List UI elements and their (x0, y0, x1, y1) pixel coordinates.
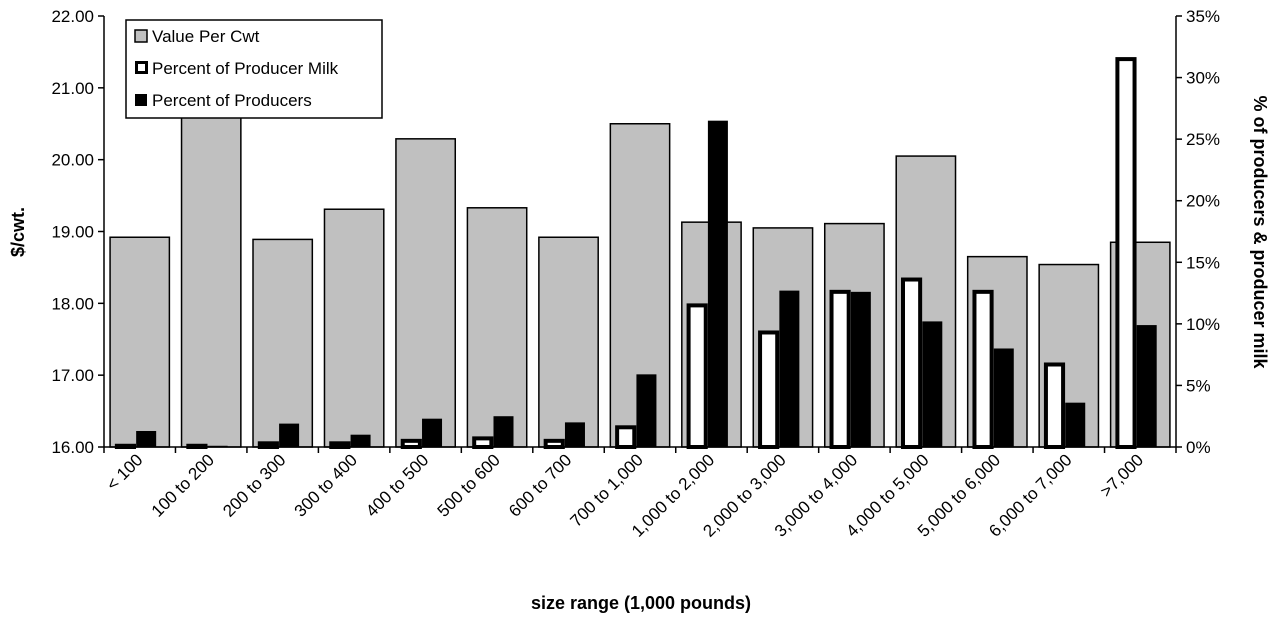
bar-percent-producers (422, 418, 443, 447)
bar-percent-producer-milk (1043, 362, 1066, 450)
y2-tick-label: 0% (1186, 438, 1211, 457)
x-tick-label: 200 to 300 (219, 450, 289, 520)
bar-percent-producers (136, 430, 157, 447)
bar-percent-producers (1065, 402, 1086, 447)
bar-value-per-cwt (109, 236, 171, 448)
bar-percent-producer-milk (758, 330, 780, 449)
x-axis-title: size range (1,000 pounds) (531, 593, 751, 613)
bar-percent-producer-milk (400, 438, 422, 450)
legend-box (125, 19, 383, 119)
x-tick-label: < 100 (103, 450, 147, 494)
bar-percent-producer-milk (829, 289, 851, 449)
bar-percent-producers (1136, 325, 1157, 447)
legend-swatch-percent-producers (135, 94, 147, 106)
legend-label-percent-producer-milk: Percent of Producer Milk (152, 59, 339, 78)
legend-label-percent-producers: Percent of Producers (152, 91, 312, 110)
bar-percent-producers (850, 291, 871, 447)
x-tick-label: 100 to 200 (148, 450, 218, 520)
legend: Value Per Cwt Percent of Producer Milk P… (125, 19, 383, 119)
y2-tick-label: 30% (1186, 69, 1220, 88)
y2-tick-label: 10% (1186, 315, 1220, 334)
bar-value-per-cwt (252, 238, 314, 448)
bar-value-per-cwt (180, 115, 242, 448)
bar-value-per-cwt (466, 207, 528, 448)
y-tick-label: 22.00 (51, 7, 94, 26)
y2-axis-title: % of producers & producer milk (1250, 95, 1270, 369)
y2-tick-label: 35% (1186, 7, 1220, 26)
x-tick-label: 500 to 600 (434, 450, 504, 520)
bar-percent-producers (922, 321, 943, 447)
x-tick-label: >7,000 (1097, 450, 1148, 501)
y-tick-label: 20.00 (51, 151, 94, 170)
bar-percent-producers (564, 422, 585, 447)
y2-tick-label: 25% (1186, 130, 1220, 149)
bar-percent-producers (993, 348, 1014, 447)
bar-percent-producers (350, 434, 371, 447)
bar-percent-producers (707, 120, 728, 448)
bar-percent-producer-milk (900, 277, 923, 450)
bar-percent-producers (493, 416, 514, 447)
legend-swatch-percent-producer-milk (135, 61, 148, 74)
bar-percent-producer-milk (543, 438, 565, 450)
x-tick-label: 700 to 1,000 (567, 450, 647, 530)
y2-tick-label: 5% (1186, 376, 1211, 395)
y2-tick-label: 15% (1186, 253, 1220, 272)
y-tick-label: 18.00 (51, 294, 94, 313)
bar-value-per-cwt (323, 208, 385, 448)
y-tick-label: 19.00 (51, 223, 94, 242)
bar-percent-producers (779, 290, 800, 447)
x-tick-label: 600 to 700 (505, 450, 575, 520)
legend-swatch-value-per-cwt (134, 29, 148, 43)
bar-percent-producer-milk (615, 425, 637, 450)
y-tick-label: 16.00 (51, 438, 94, 457)
bar-percent-producer-milk (972, 289, 994, 449)
bar-percent-producer-milk (1115, 57, 1137, 449)
x-tick-label: 300 to 400 (291, 450, 361, 520)
bar-percent-producer-milk (472, 436, 494, 450)
bar-value-per-cwt (538, 236, 599, 448)
legend-label-value-per-cwt: Value Per Cwt (152, 27, 260, 46)
x-tick-label: 400 to 500 (362, 450, 432, 520)
y-tick-label: 21.00 (51, 79, 94, 98)
y2-tick-label: 20% (1186, 192, 1220, 211)
y-tick-label: 17.00 (51, 366, 94, 385)
y-axis-title: $/cwt. (8, 207, 28, 257)
bar-percent-producer-milk (686, 303, 708, 449)
bar-value-per-cwt (395, 138, 457, 448)
bar-percent-producers (636, 374, 657, 447)
bar-percent-producers (279, 423, 300, 447)
